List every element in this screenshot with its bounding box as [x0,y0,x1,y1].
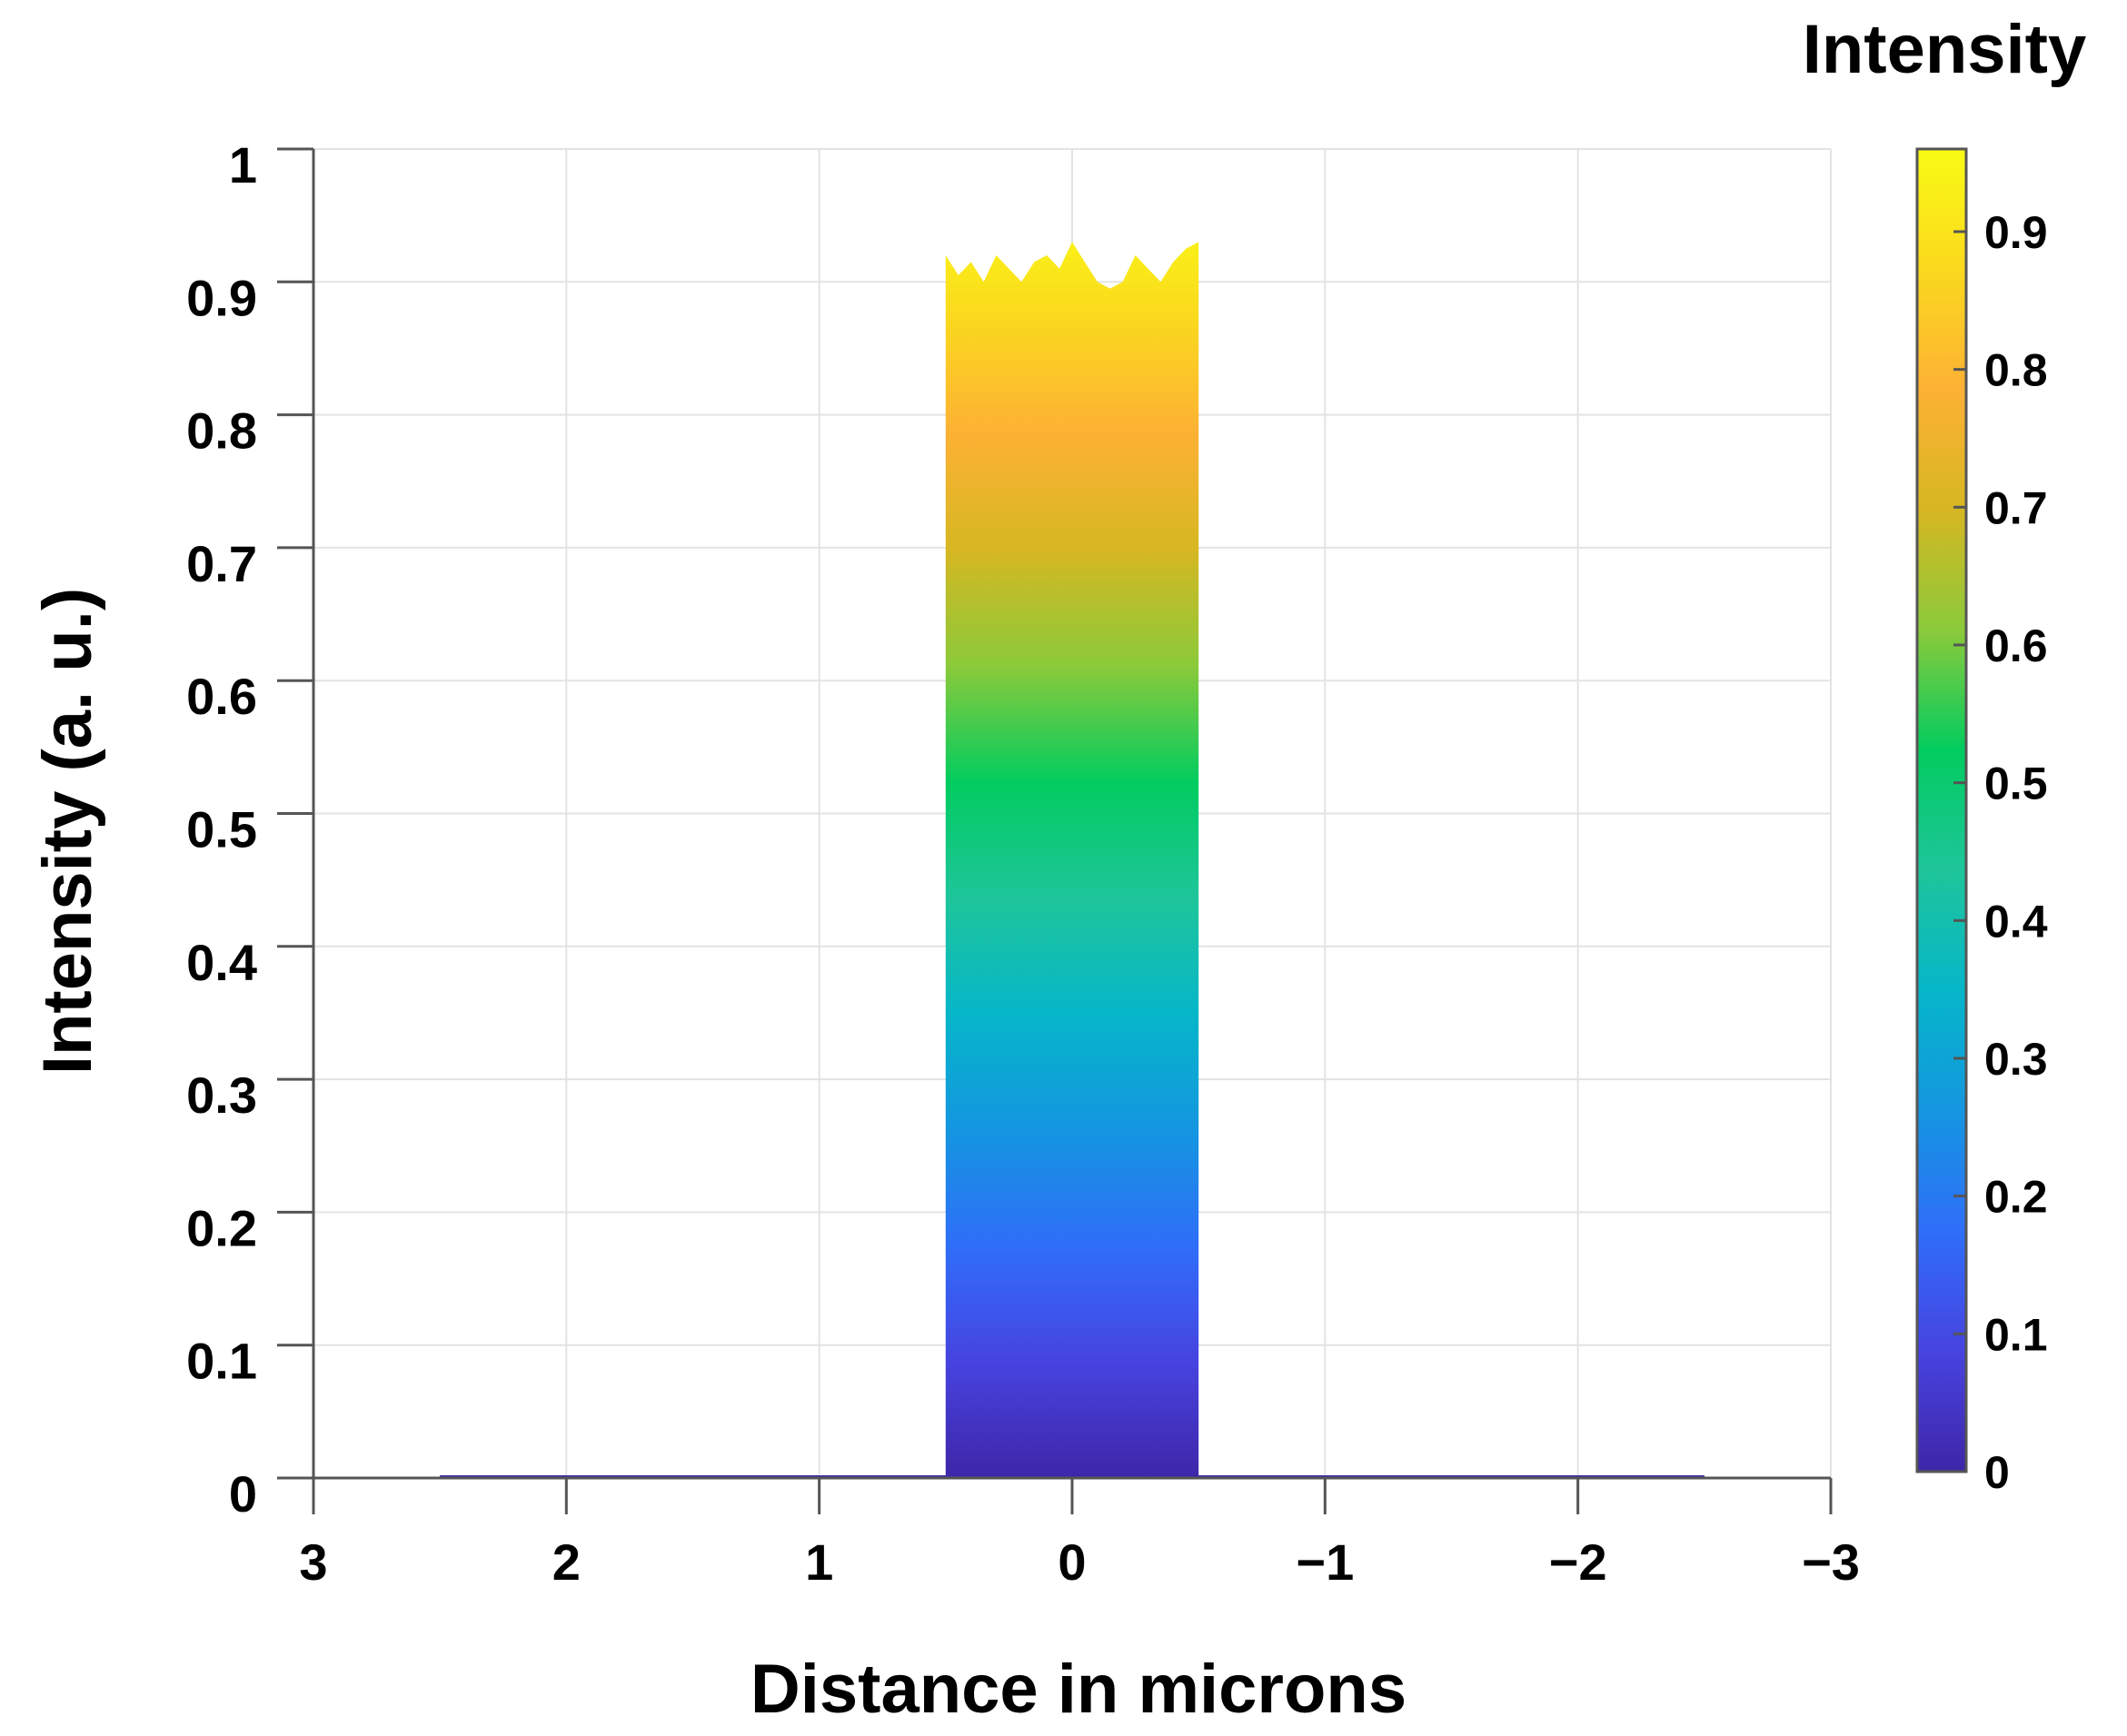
intensity-area [440,242,1705,1479]
y-tick-label: 0.7 [186,535,257,592]
y-tick-label: 0.9 [186,269,257,326]
intensity-area-fill [440,242,1705,1478]
x-tick-label: 3 [299,1533,327,1591]
colorbar-tick-label: 0.7 [1984,482,2048,533]
y-tick-label: 0.8 [186,402,257,460]
colorbar-tick-label: 0.2 [1984,1172,2048,1223]
colorbar-tick-label: 0.8 [1984,345,2048,396]
colorbar-tick-label: 0.5 [1984,759,2048,809]
colorbar-tick-label: 0.6 [1984,620,2048,671]
x-axis-title: Distance in microns [750,1651,1406,1728]
colorbar-scale [1915,147,1968,1473]
x-tick-label: −3 [1802,1533,1860,1591]
x-tick-label: 1 [805,1533,833,1591]
y-axis-ticks: 0 0.1 0.2 0.3 0.4 0.5 0.6 0.7 0.8 0.9 1 [186,136,313,1523]
y-tick-label: 0.1 [186,1333,257,1390]
y-tick-label: 0 [229,1465,257,1523]
colorbar-tick-label: 0 [1984,1447,2010,1498]
y-tick-label: 1 [229,136,257,193]
x-axis-ticks: 3 2 1 0 −1 −2 −3 [299,1478,1860,1591]
colorbar-title: Intensity [1803,11,2087,88]
colorbar: 0 0.1 0.2 0.3 0.4 0.5 0.6 0.7 0.8 0.9 [1915,147,2048,1498]
y-tick-label: 0.5 [186,801,257,858]
x-tick-label: 2 [552,1533,581,1591]
colorbar-tick-label: 0.3 [1984,1034,2048,1085]
x-tick-label: 0 [1058,1533,1086,1591]
x-tick-label: −2 [1549,1533,1607,1591]
colorbar-tick-label: 0.9 [1984,207,2048,258]
colorbar-tick-label: 0.1 [1984,1309,2048,1360]
y-tick-label: 0.2 [186,1199,257,1256]
y-tick-label: 0.4 [186,934,257,991]
y-tick-label: 0.3 [186,1066,257,1124]
colorbar-tick-label: 0.4 [1984,896,2048,947]
y-tick-label: 0.6 [186,668,257,725]
y-axis-title: Intensity (a. u.) [29,588,106,1075]
x-tick-label: −1 [1296,1533,1354,1591]
